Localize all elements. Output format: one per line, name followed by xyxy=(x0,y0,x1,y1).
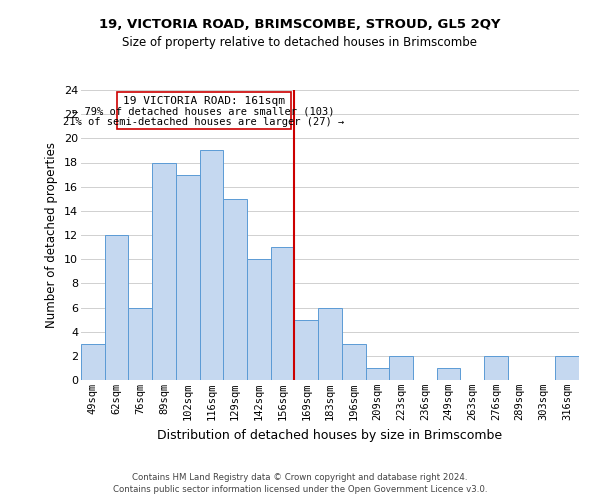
Bar xyxy=(176,174,200,380)
Bar xyxy=(437,368,460,380)
Text: 21% of semi-detached houses are larger (27) →: 21% of semi-detached houses are larger (… xyxy=(63,117,344,127)
Text: 19, VICTORIA ROAD, BRIMSCOMBE, STROUD, GL5 2QY: 19, VICTORIA ROAD, BRIMSCOMBE, STROUD, G… xyxy=(99,18,501,30)
Text: Contains public sector information licensed under the Open Government Licence v3: Contains public sector information licen… xyxy=(113,485,487,494)
Text: Contains HM Land Registry data © Crown copyright and database right 2024.: Contains HM Land Registry data © Crown c… xyxy=(132,472,468,482)
Bar xyxy=(365,368,389,380)
Bar xyxy=(555,356,579,380)
Bar xyxy=(200,150,223,380)
Bar xyxy=(389,356,413,380)
Bar xyxy=(342,344,365,380)
Text: Size of property relative to detached houses in Brimscombe: Size of property relative to detached ho… xyxy=(122,36,478,49)
X-axis label: Distribution of detached houses by size in Brimscombe: Distribution of detached houses by size … xyxy=(157,428,503,442)
Bar xyxy=(223,198,247,380)
Bar xyxy=(152,162,176,380)
Bar xyxy=(105,235,128,380)
Text: 19 VICTORIA ROAD: 161sqm: 19 VICTORIA ROAD: 161sqm xyxy=(123,96,285,106)
Bar xyxy=(484,356,508,380)
Bar xyxy=(318,308,342,380)
Bar xyxy=(128,308,152,380)
Bar xyxy=(81,344,105,380)
Bar xyxy=(295,320,318,380)
Bar xyxy=(271,247,295,380)
Bar xyxy=(247,259,271,380)
FancyBboxPatch shape xyxy=(116,92,291,128)
Y-axis label: Number of detached properties: Number of detached properties xyxy=(46,142,58,328)
Text: ← 79% of detached houses are smaller (103): ← 79% of detached houses are smaller (10… xyxy=(73,107,335,117)
